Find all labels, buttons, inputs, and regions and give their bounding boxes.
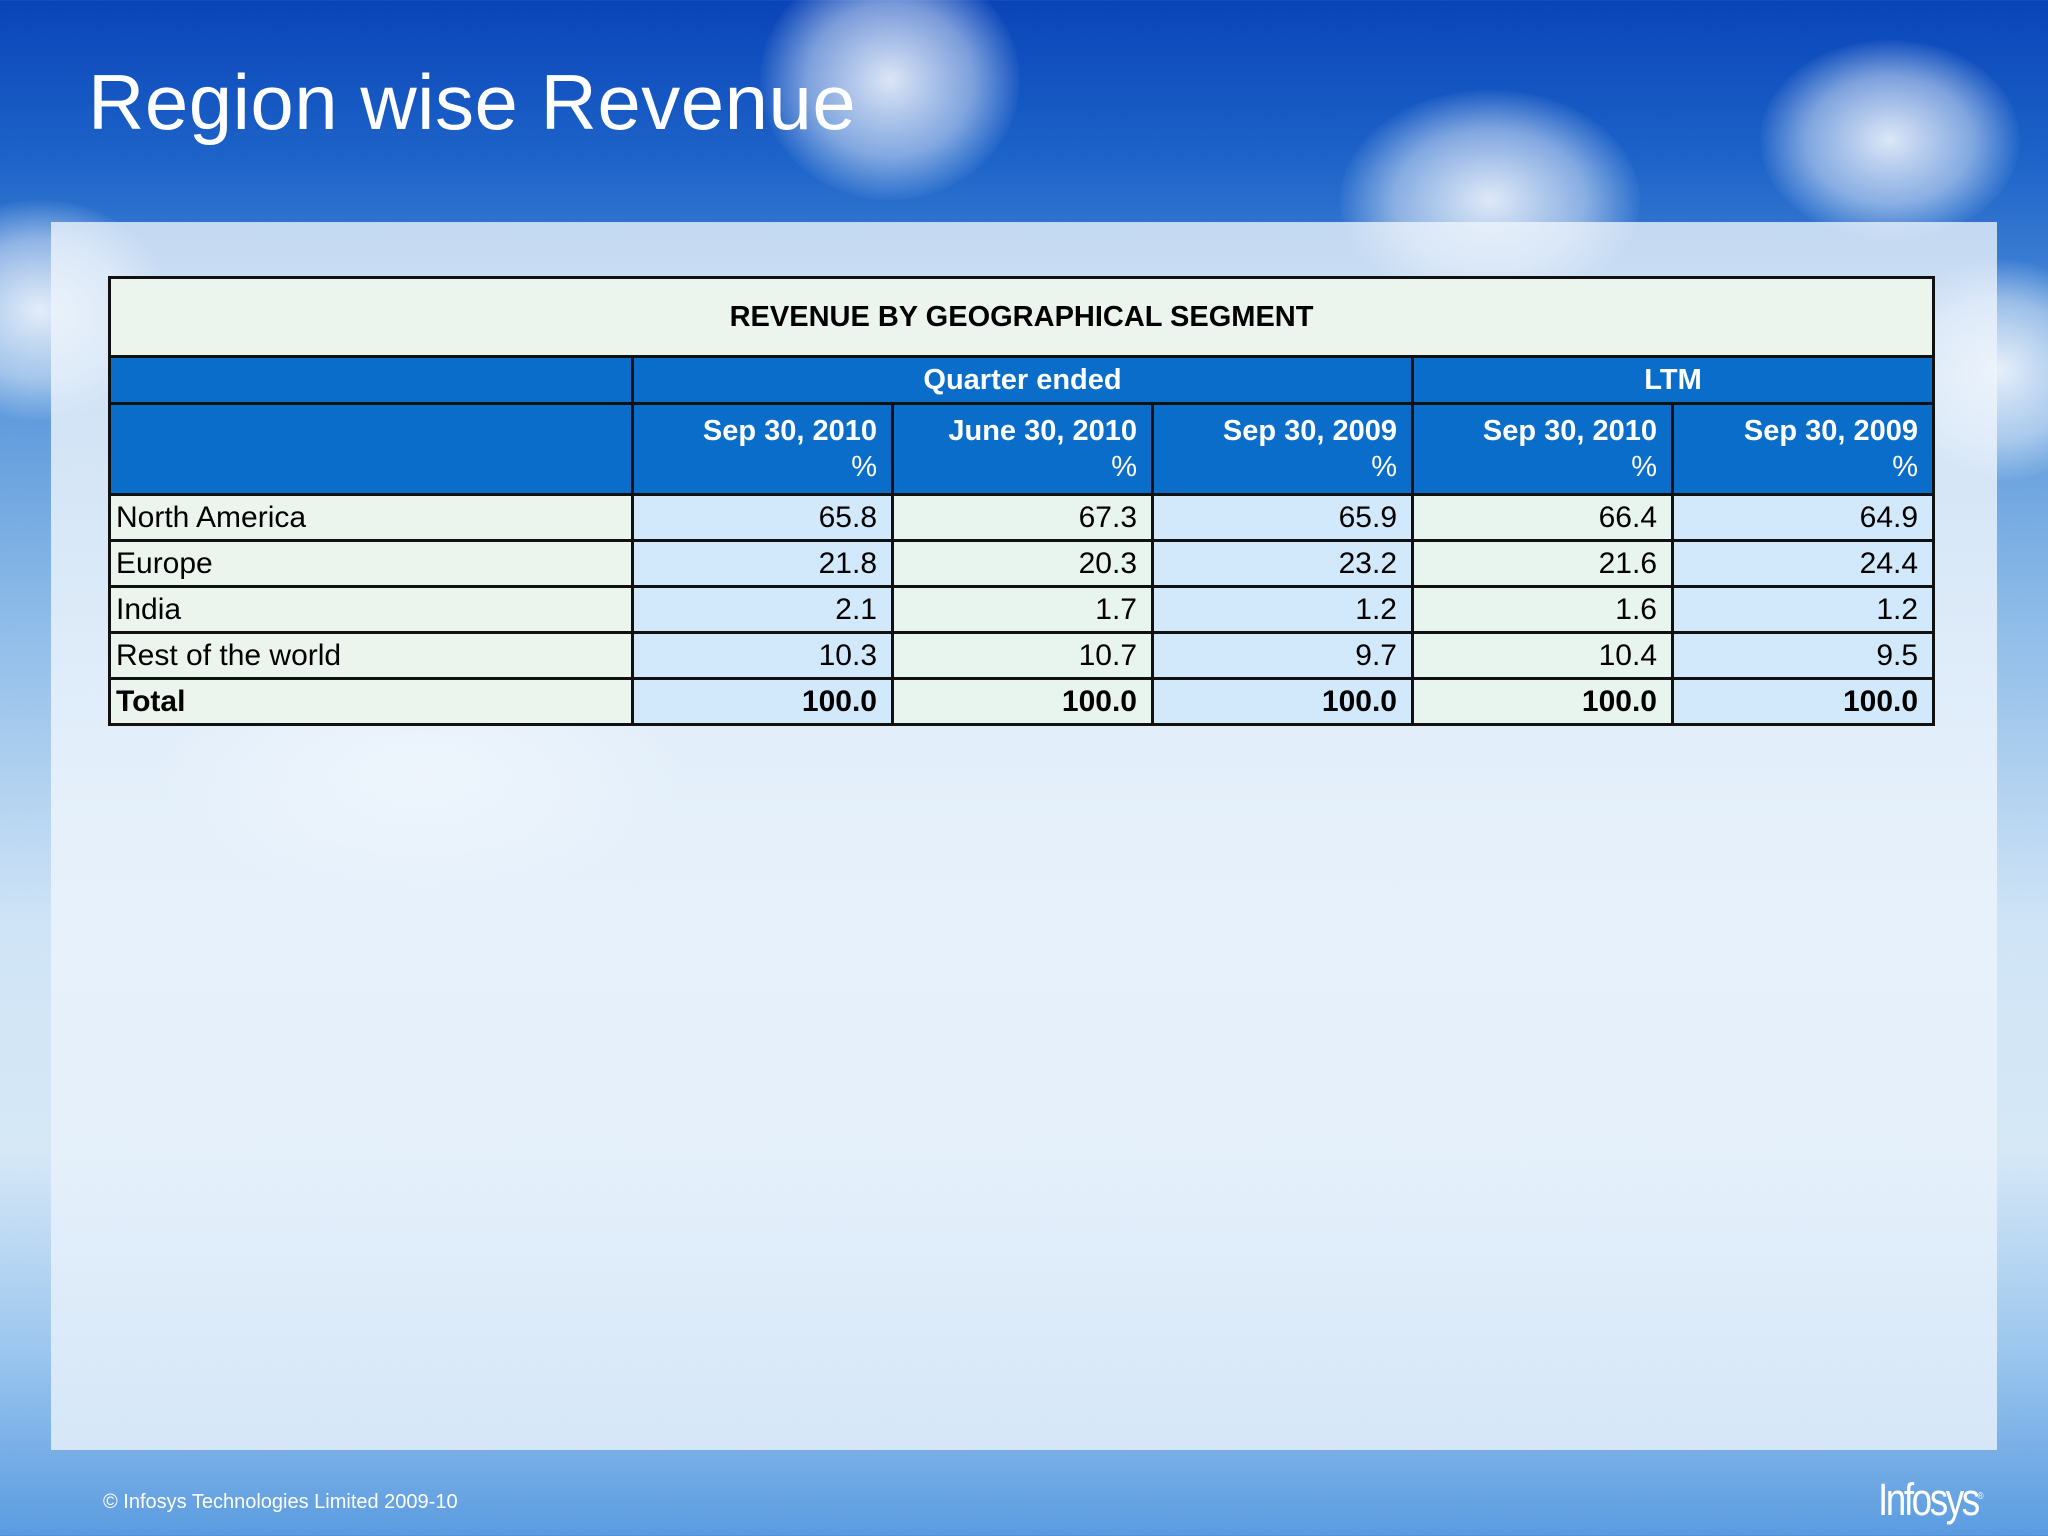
column-header: Sep 30, 2009 % <box>1151 402 1414 496</box>
column-header-date: Sep 30, 2009 <box>1222 415 1397 447</box>
column-header-date: Sep 30, 2010 <box>702 415 877 447</box>
region-label: India <box>108 585 634 634</box>
table-cell: 9.5 <box>1670 631 1936 680</box>
column-header-date: Sep 30, 2009 <box>1743 415 1919 447</box>
column-header: Sep 30, 2010 % <box>1411 402 1674 496</box>
column-header-blank <box>108 402 634 496</box>
table-row: India 2.1 1.7 1.2 1.6 1.2 <box>108 585 1936 634</box>
table-cell: 65.9 <box>1151 493 1414 542</box>
footer-copyright: © Infosys Technologies Limited 2009-10 <box>103 1491 458 1513</box>
table-cell: 10.3 <box>631 631 894 680</box>
table-cell: 66.4 <box>1411 493 1674 542</box>
table-cell: 67.3 <box>891 493 1154 542</box>
table-cell: 21.8 <box>631 539 894 588</box>
column-header-unit: % <box>1892 451 1919 483</box>
table-cell: 9.7 <box>1151 631 1414 680</box>
column-header-date: June 30, 2010 <box>948 415 1137 447</box>
table-cell: 20.3 <box>891 539 1154 588</box>
column-header-unit: % <box>1371 451 1397 483</box>
table-cell: 1.7 <box>891 585 1154 634</box>
revenue-table: REVENUE BY GEOGRAPHICAL SEGMENT Quarter … <box>107 276 1936 726</box>
table-title-row: REVENUE BY GEOGRAPHICAL SEGMENT <box>107 276 1936 358</box>
column-header-unit: % <box>851 451 877 483</box>
table-cell: 2.1 <box>631 585 894 634</box>
column-header-unit: % <box>1631 451 1657 483</box>
table-cell: 100.0 <box>1411 677 1674 726</box>
group-header-blank <box>108 355 634 405</box>
table-row: Europe 21.8 20.3 23.2 21.6 24.4 <box>108 539 1936 588</box>
table-cell: 65.8 <box>631 493 894 542</box>
table-cell: 21.6 <box>1411 539 1674 588</box>
table-cell: 1.6 <box>1411 585 1674 634</box>
table-cell: 10.4 <box>1411 631 1674 680</box>
table-cell: 23.2 <box>1151 539 1414 588</box>
infosys-logo: Infosys® <box>1878 1474 1984 1526</box>
column-header-unit: % <box>1111 451 1137 483</box>
table-cell: 100.0 <box>1670 677 1936 726</box>
table-cell: 10.7 <box>891 631 1154 680</box>
total-row: Total 100.0 100.0 100.0 100.0 100.0 <box>108 677 1936 726</box>
table-cell: 24.4 <box>1670 539 1936 588</box>
region-label: North America <box>108 493 634 542</box>
table-cell: 1.2 <box>1670 585 1936 634</box>
table-cell: 64.9 <box>1670 493 1936 542</box>
region-label: Europe <box>108 539 634 588</box>
table-cell: 100.0 <box>631 677 894 726</box>
region-label: Rest of the world <box>108 631 634 680</box>
table-cell: 100.0 <box>891 677 1154 726</box>
logo-text: Infosys <box>1878 1474 1980 1525</box>
table-title: REVENUE BY GEOGRAPHICAL SEGMENT <box>107 276 1936 358</box>
slide-title: Region wise Revenue <box>88 58 857 146</box>
region-label: Total <box>108 677 634 726</box>
column-header-date: Sep 30, 2010 <box>1482 415 1657 447</box>
table-cell: 100.0 <box>1151 677 1414 726</box>
column-header: Sep 30, 2009 % <box>1670 402 1936 496</box>
table-cell: 1.2 <box>1151 585 1414 634</box>
background-cloud <box>1760 40 2020 240</box>
group-header-row: Quarter ended LTM <box>108 355 1936 405</box>
column-header: June 30, 2010 % <box>891 402 1154 496</box>
group-header-quarter: Quarter ended <box>631 355 1414 405</box>
table-row: North America 65.8 67.3 65.9 66.4 64.9 <box>108 493 1936 542</box>
column-header-row: Sep 30, 2010 % June 30, 2010 % Sep 30, 2… <box>108 402 1936 496</box>
group-header-ltm: LTM <box>1410 355 1936 405</box>
column-header: Sep 30, 2010 % <box>631 402 894 496</box>
registered-mark-icon: ® <box>1977 1491 1984 1502</box>
table-row: Rest of the world 10.3 10.7 9.7 10.4 9.5 <box>108 631 1936 680</box>
